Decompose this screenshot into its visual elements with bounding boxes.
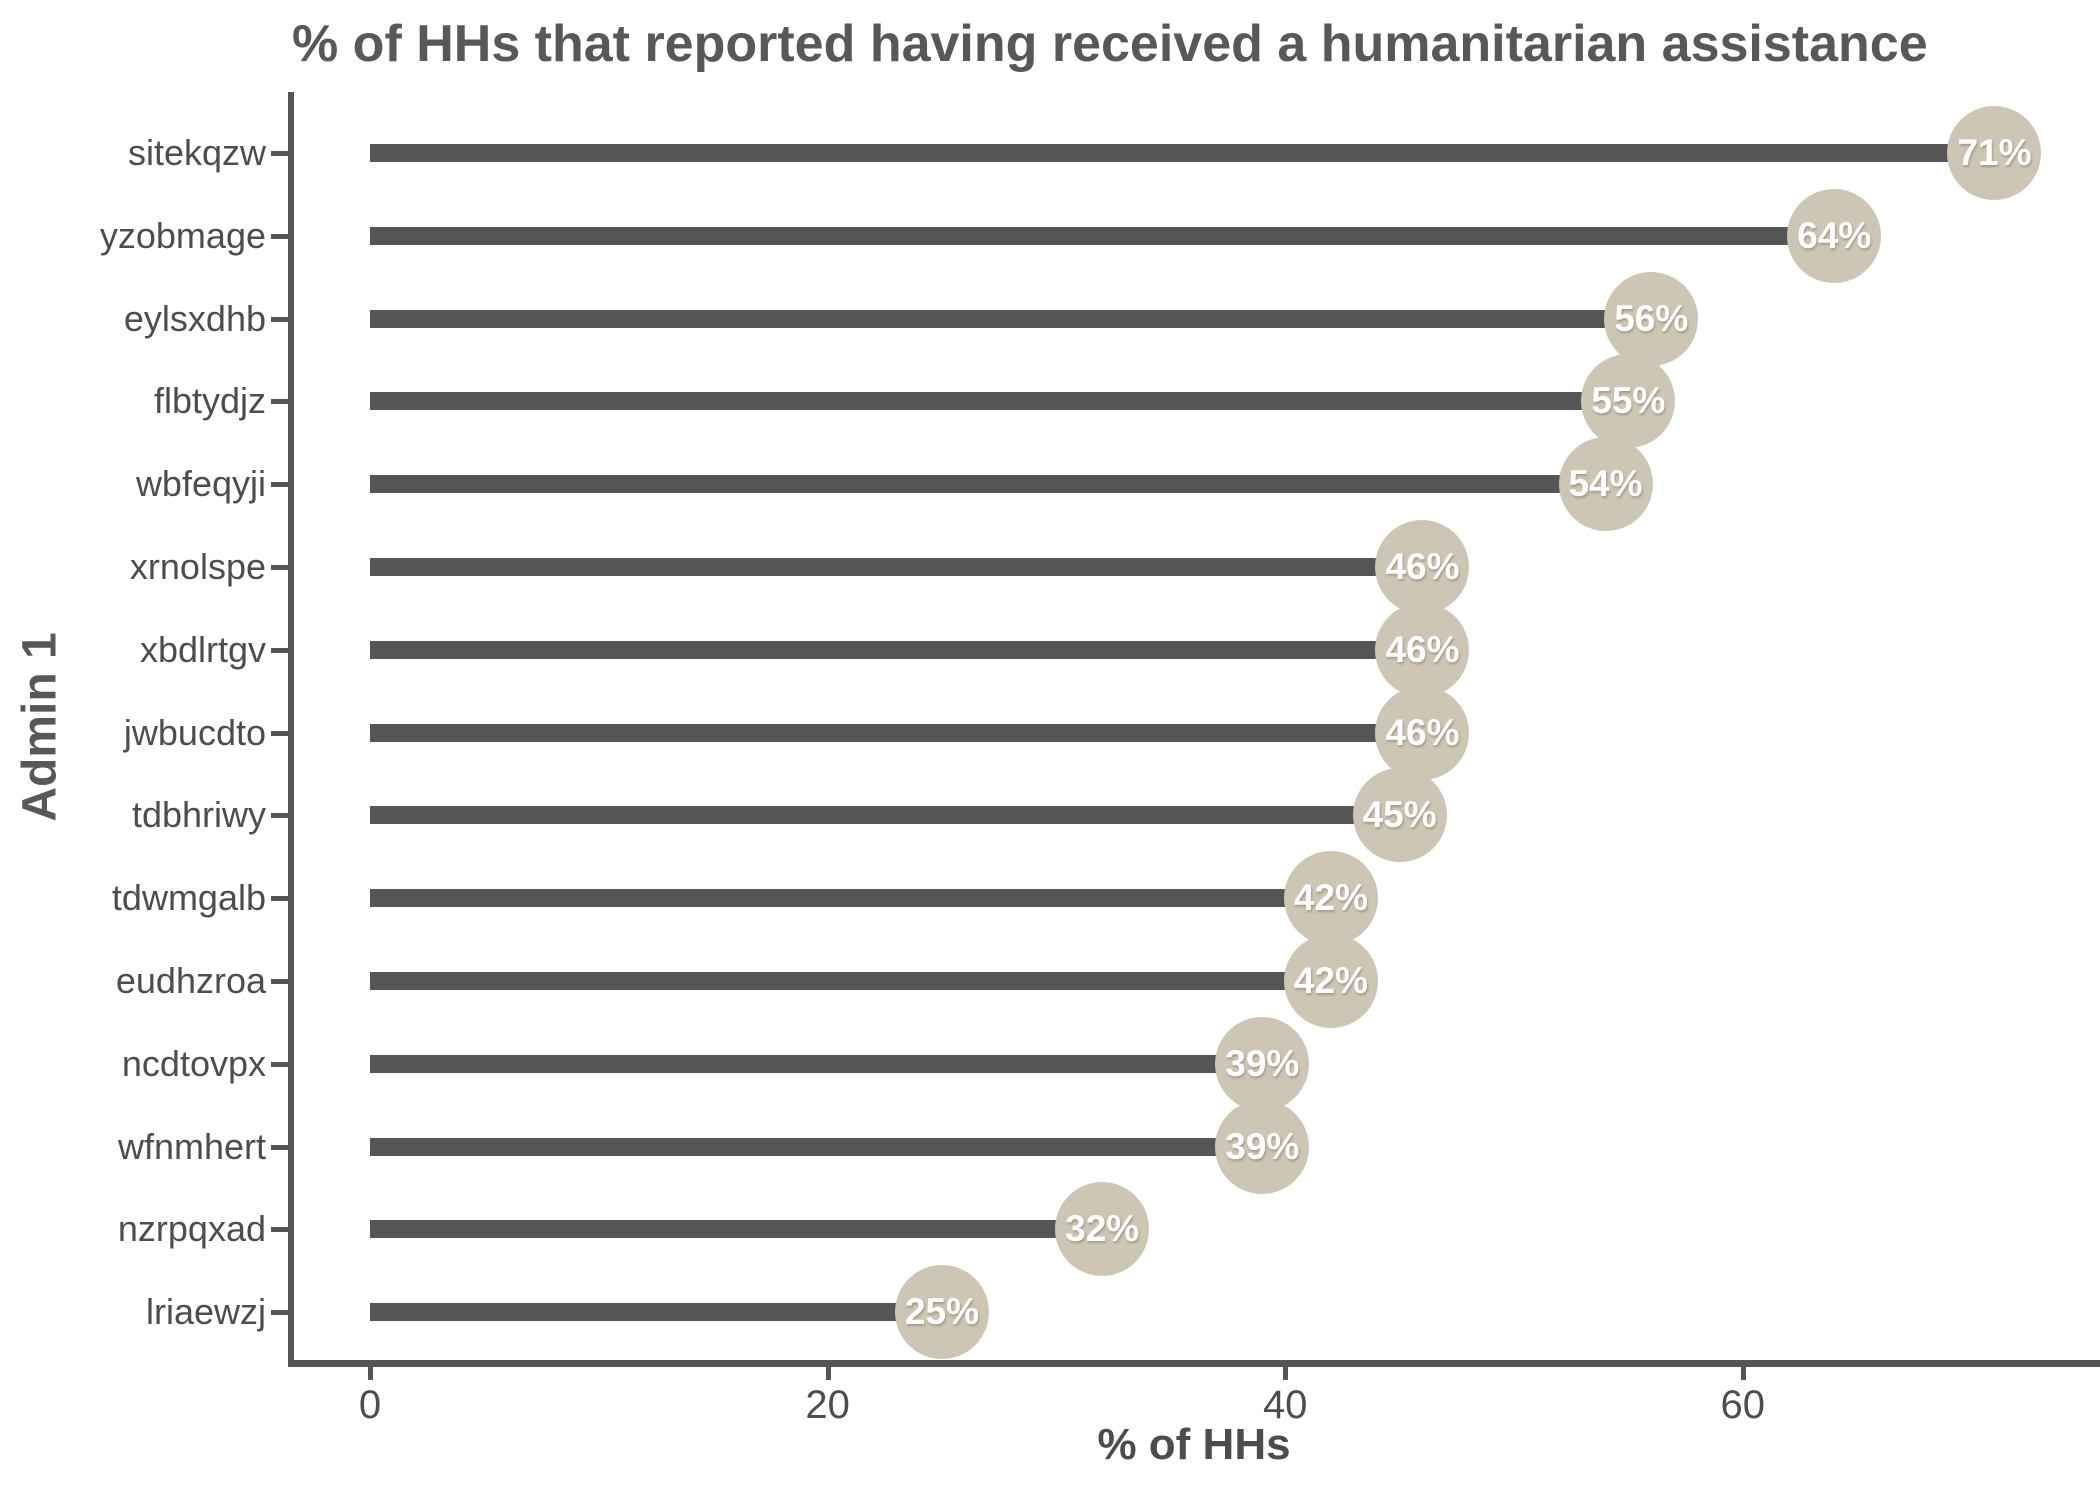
value-label: 46%: [1385, 711, 1460, 753]
lollipop-bar: [370, 226, 1835, 245]
lollipop-bar: [370, 392, 1629, 411]
category-label: eylsxdhb: [123, 297, 266, 339]
lollipop-bar: [370, 144, 1995, 162]
x-axis-title: % of HHs: [1097, 1420, 1291, 1469]
category-label: tdbhriwy: [131, 794, 266, 836]
lollipop-bar: [370, 1054, 1263, 1073]
y-axis-tick: [271, 1144, 288, 1150]
value-label: 46%: [1385, 546, 1460, 587]
category-label: lriaewzj: [145, 1291, 266, 1333]
x-axis-line: [288, 1360, 2100, 1367]
lollipop-bar: [370, 1220, 1103, 1239]
lollipop-dot: 54%: [1558, 437, 1653, 532]
y-axis-tick: [271, 565, 288, 570]
value-label: 71%: [1957, 132, 2032, 173]
category-label: wbfeqyji: [135, 463, 266, 505]
value-label: 42%: [1293, 960, 1368, 1001]
category-label: wfnmhert: [117, 1125, 266, 1167]
x-tick-label: 20: [805, 1383, 850, 1427]
lollipop-dot: 46%: [1375, 602, 1470, 697]
lollipop-dot: 55%: [1581, 354, 1676, 449]
lollipop-dot: 56%: [1604, 271, 1699, 366]
y-axis-tick: [271, 316, 288, 322]
category-label: tdwmgalb: [111, 877, 266, 919]
x-axis-tick: [1283, 1367, 1289, 1380]
lollipop-bar: [370, 806, 1400, 825]
y-axis-title: Admin 1: [13, 632, 67, 822]
lollipop-dot: 46%: [1375, 520, 1470, 614]
value-label: 42%: [1293, 877, 1368, 919]
category-label: sitekqzw: [127, 132, 266, 173]
category-label: xrnolspe: [129, 546, 266, 587]
category-label: yzobmage: [99, 214, 266, 256]
lollipop-dot: 39%: [1215, 1099, 1310, 1194]
lollipop-dot: 64%: [1787, 188, 1882, 283]
x-tick-label: 0: [358, 1383, 382, 1427]
y-axis-tick: [271, 482, 288, 488]
lollipop-dot: 42%: [1283, 851, 1378, 946]
y-axis-tick: [271, 979, 288, 984]
lollipop-dot: 32%: [1055, 1182, 1150, 1277]
x-tick-label: 40: [1262, 1383, 1308, 1427]
value-label: 39%: [1225, 1125, 1300, 1167]
lollipop-bar: [370, 1303, 942, 1322]
y-axis-tick: [271, 399, 288, 405]
value-label: 55%: [1591, 380, 1666, 422]
value-label: 56%: [1614, 297, 1689, 339]
lollipop-dot: 42%: [1283, 934, 1378, 1028]
lollipop-dot: 46%: [1375, 685, 1470, 780]
value-label: 32%: [1065, 1208, 1140, 1250]
x-axis-tick: [825, 1367, 831, 1380]
category-label: eudhzroa: [115, 960, 266, 1001]
x-axis-tick: [368, 1367, 373, 1380]
y-axis-tick: [271, 1310, 288, 1316]
lollipop-dot: 71%: [1947, 106, 2042, 200]
x-tick-label: 60: [1720, 1383, 1766, 1427]
lollipop-bar: [370, 558, 1423, 576]
y-axis-tick: [271, 1227, 288, 1233]
lollipop-dot: 45%: [1352, 768, 1447, 863]
value-label: 39%: [1225, 1042, 1300, 1084]
lollipop-bar: [370, 640, 1423, 659]
lollipop-bar: [370, 309, 1652, 328]
y-axis-line: [288, 92, 294, 1367]
lollipop-bar: [370, 475, 1606, 494]
y-axis-tick: [271, 813, 288, 819]
x-axis-tick: [1740, 1367, 1746, 1380]
value-label: 25%: [904, 1291, 980, 1333]
y-axis-tick: [271, 233, 288, 239]
category-label: ncdtovpx: [121, 1042, 266, 1084]
lollipop-bar: [370, 972, 1331, 990]
lollipop-bar: [370, 1137, 1263, 1156]
value-label: 46%: [1385, 628, 1460, 670]
category-label: xbdlrtgv: [139, 628, 266, 670]
value-label: 45%: [1362, 794, 1437, 836]
y-axis-tick: [271, 896, 288, 902]
y-axis-tick: [271, 730, 288, 736]
category-label: nzrpqxad: [117, 1208, 266, 1250]
value-label: 64%: [1797, 214, 1872, 256]
category-label: jwbucdto: [123, 711, 266, 753]
y-axis-tick: [271, 151, 288, 156]
y-axis-tick: [271, 1061, 288, 1067]
lollipop-bar: [370, 889, 1331, 908]
chart-title: % of HHs that reported having received a…: [292, 15, 1928, 73]
lollipop-dot: 39%: [1215, 1016, 1310, 1111]
lollipop-bar: [370, 723, 1423, 742]
lollipop-dot: 25%: [895, 1265, 989, 1360]
category-label: flbtydjz: [153, 380, 266, 422]
y-axis-tick: [271, 647, 288, 653]
value-label: 54%: [1568, 463, 1643, 505]
